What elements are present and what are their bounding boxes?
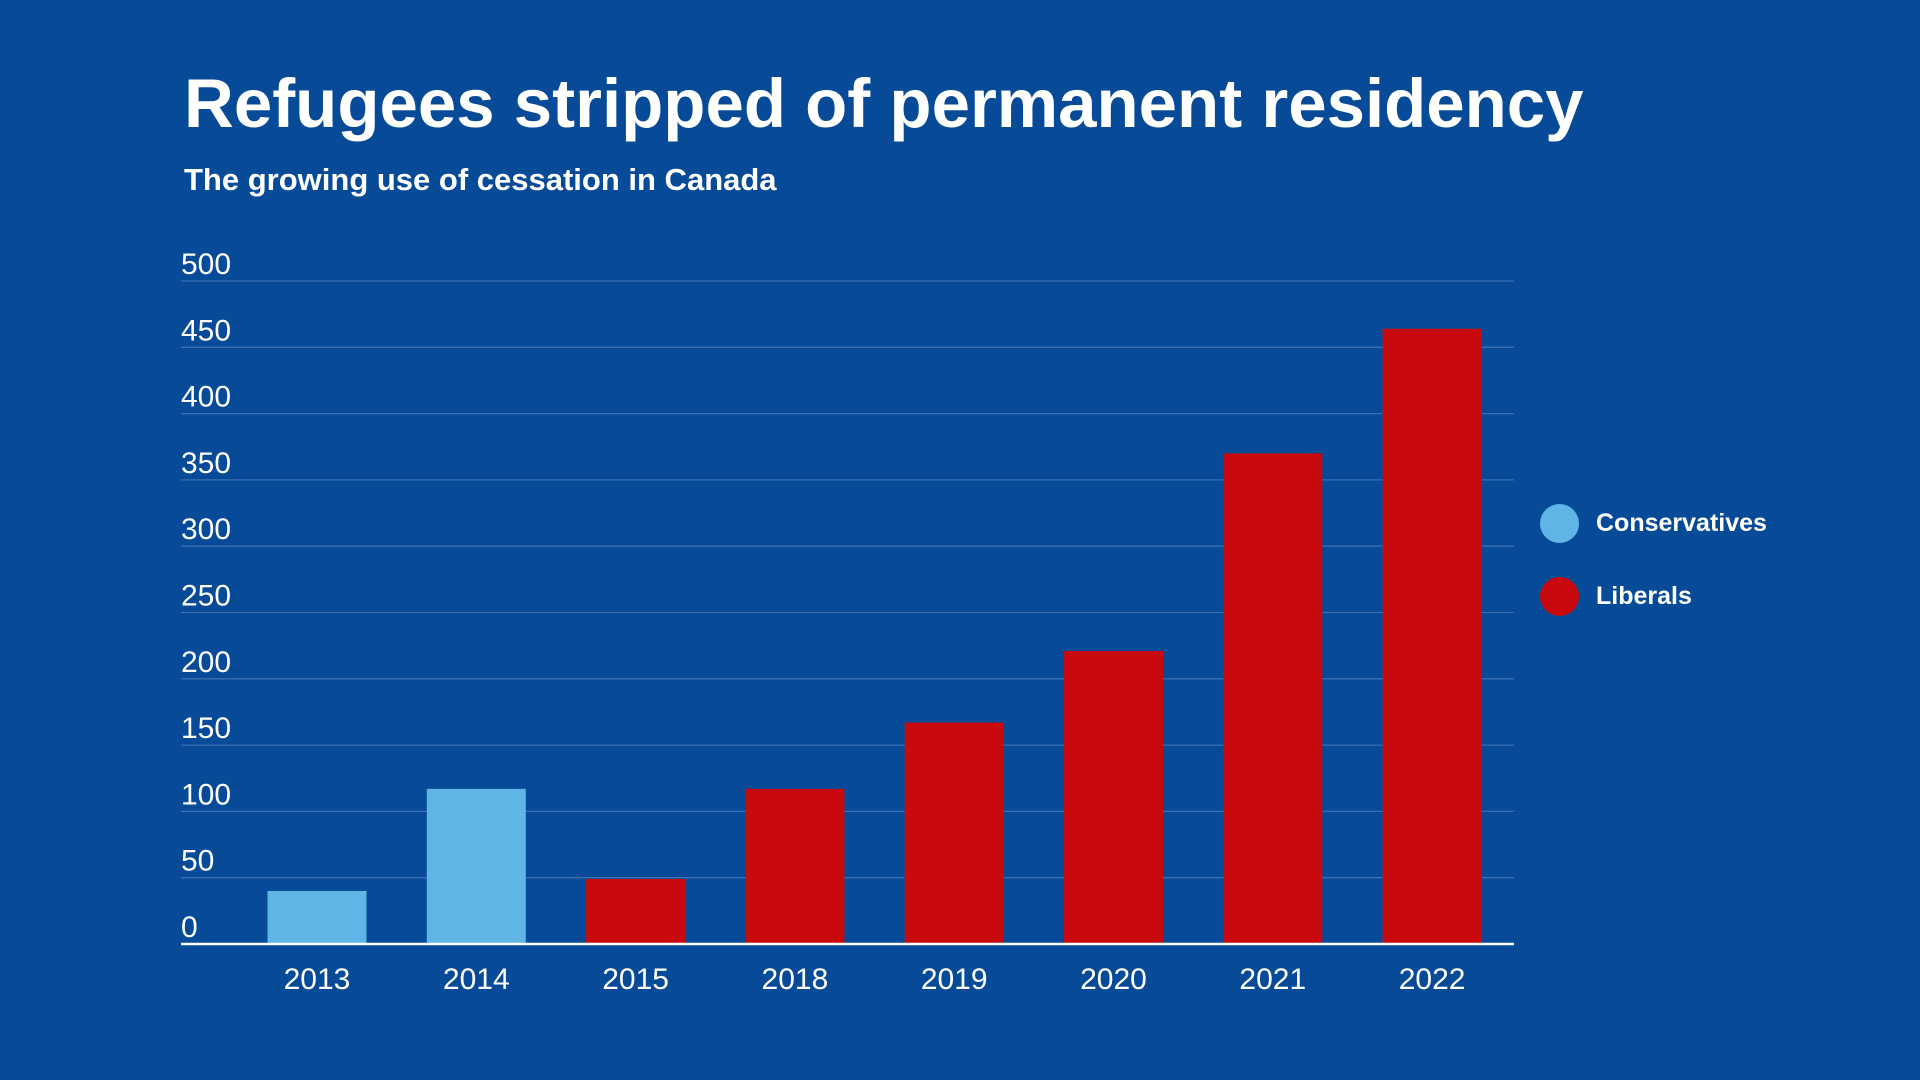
- y-tick-label: 150: [181, 712, 231, 745]
- y-tick-label: 0: [181, 911, 198, 944]
- chart-legend: Conservatives Liberals: [1540, 503, 1767, 649]
- x-tick-label: 2019: [921, 963, 988, 996]
- x-tick-label: 2020: [1080, 963, 1147, 996]
- bar-2019: [904, 722, 1004, 944]
- bar-2014: [426, 788, 526, 944]
- x-tick-label: 2014: [443, 963, 510, 996]
- x-tick-label: 2018: [762, 963, 829, 996]
- legend-item-liberals: Liberals: [1540, 576, 1767, 616]
- bar-2018: [745, 788, 845, 944]
- legend-swatch-liberals: [1540, 576, 1579, 616]
- y-tick-label: 300: [181, 513, 231, 546]
- y-tick-label: 500: [181, 248, 231, 281]
- x-tick-label: 2013: [284, 963, 351, 996]
- bar-2021: [1223, 453, 1323, 944]
- legend-swatch-conservatives: [1540, 503, 1579, 543]
- bar-2015: [586, 879, 686, 944]
- x-tick-label: 2021: [1239, 963, 1306, 996]
- bar-2013: [267, 890, 367, 944]
- y-tick-label: 250: [181, 580, 231, 613]
- chart-subtitle: The growing use of cessation in Canada: [184, 162, 777, 197]
- bar-2020: [1064, 650, 1163, 944]
- y-tick-label: 450: [181, 314, 231, 347]
- bar-2022: [1382, 328, 1482, 945]
- legend-label-liberals: Liberals: [1596, 581, 1692, 610]
- x-tick-label: 2015: [602, 963, 669, 996]
- y-tick-label: 50: [181, 845, 214, 878]
- legend-item-conservatives: Conservatives: [1540, 503, 1767, 543]
- y-tick-label: 400: [181, 381, 231, 414]
- y-tick-label: 200: [181, 646, 231, 679]
- x-tick-label: 2022: [1399, 963, 1466, 996]
- legend-label-conservatives: Conservatives: [1596, 508, 1767, 537]
- y-tick-label: 350: [181, 447, 231, 480]
- chart-title: Refugees stripped of permanent residency: [184, 65, 1584, 142]
- y-tick-label: 100: [181, 778, 231, 811]
